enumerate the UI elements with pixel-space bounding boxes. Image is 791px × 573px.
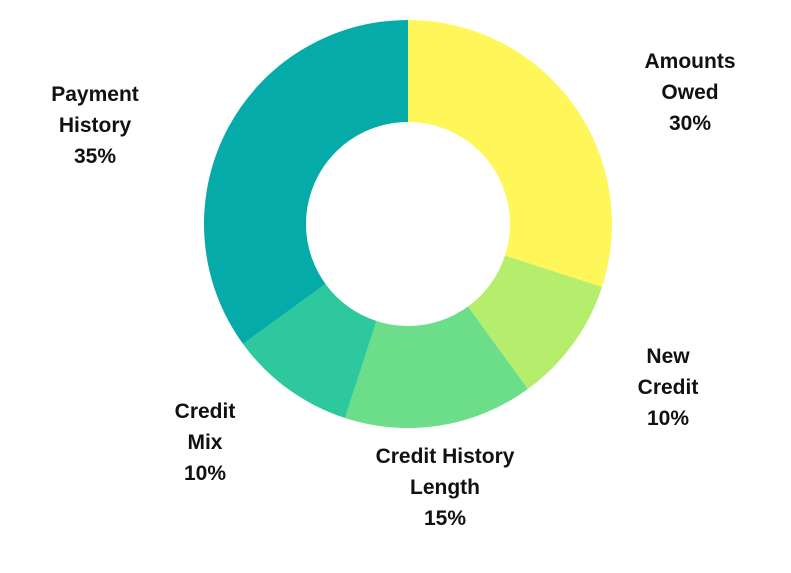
donut-slice-3 <box>344 306 528 429</box>
slice-label-credit-history-length: Credit History Length 15% <box>376 441 515 534</box>
donut-slice-2 <box>467 255 603 390</box>
slice-label-payment-history: Payment History 35% <box>51 79 139 172</box>
donut-slice-1 <box>408 20 612 288</box>
slice-label-credit-mix: Credit Mix 10% <box>175 396 236 489</box>
slice-value-label: 10% <box>183 462 227 485</box>
slice-value-label: 35% <box>73 145 117 168</box>
slice-value-label: 10% <box>646 407 690 430</box>
slice-name-line: Length <box>410 476 480 499</box>
slice-name-line: Amounts <box>644 50 736 73</box>
slice-value-label: 15% <box>423 507 467 530</box>
slice-name-line: History <box>58 114 132 137</box>
slice-value-label: 30% <box>668 112 712 135</box>
slice-label-amounts-owed: Amounts Owed 30% <box>645 46 736 139</box>
donut-slice-5 <box>204 20 408 344</box>
slice-name-line: New <box>646 345 690 368</box>
donut-slice-4 <box>242 283 377 419</box>
slice-name-line: Owed <box>661 81 719 104</box>
slice-name-line: Credit History <box>375 445 515 468</box>
slice-label-new-credit: New Credit 10% <box>638 341 699 434</box>
slice-name-line: Credit <box>174 400 236 423</box>
slice-name-line: Payment <box>51 83 139 106</box>
slice-name-line: Credit <box>637 376 699 399</box>
slice-name-line: Mix <box>187 431 223 454</box>
